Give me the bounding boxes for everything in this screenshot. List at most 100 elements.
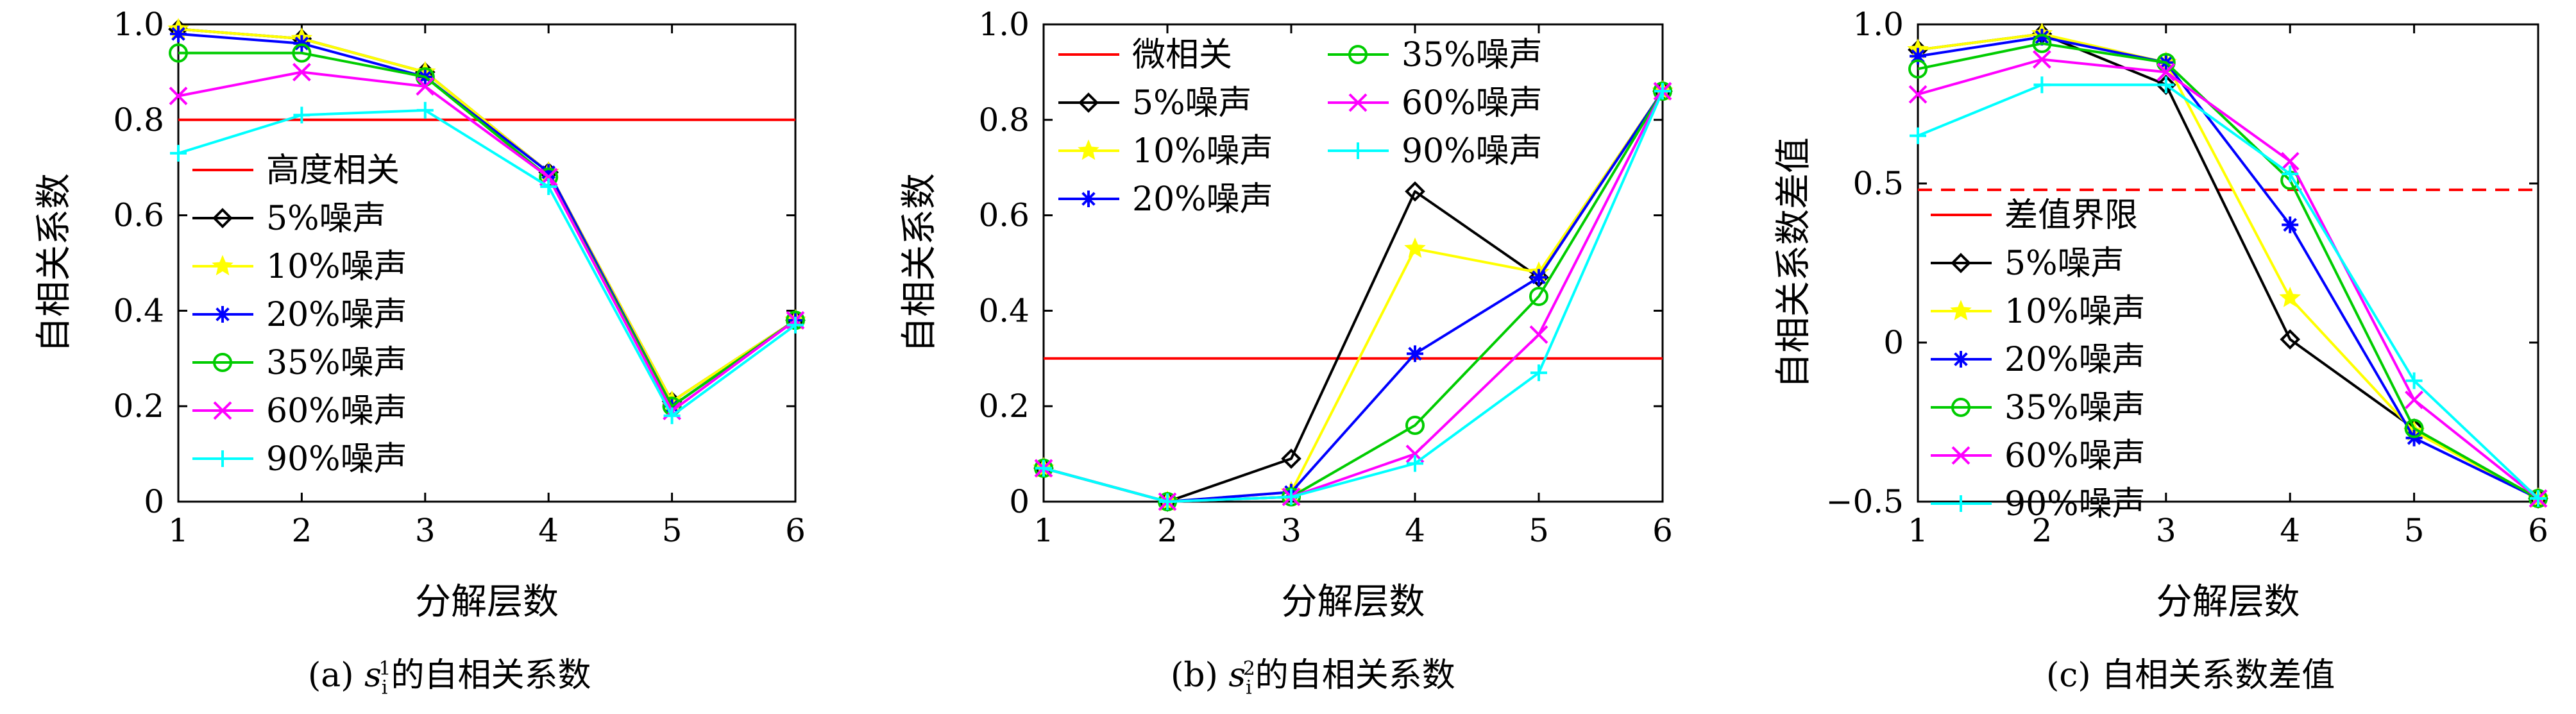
data-point bbox=[1530, 364, 1547, 382]
legend-label: 10%噪声 bbox=[1132, 132, 1273, 171]
x-tick-label: 3 bbox=[1281, 512, 1301, 549]
x-axis-label: 分解层数 bbox=[2157, 581, 2300, 623]
x-tick-label: 4 bbox=[2280, 512, 2300, 549]
legend-marker bbox=[1950, 300, 1972, 321]
legend-label: 90%噪声 bbox=[266, 440, 407, 479]
data-point bbox=[2282, 216, 2299, 234]
legend-label: 5%噪声 bbox=[1132, 84, 1252, 123]
caption-a: (a) si1的自相关系数 bbox=[308, 648, 591, 699]
caption-sub: i bbox=[1246, 676, 1252, 699]
data-point bbox=[1407, 345, 1423, 362]
data-point bbox=[1035, 459, 1052, 477]
series-line bbox=[1043, 90, 1664, 503]
caption-sup: 2 bbox=[1242, 657, 1255, 680]
y-tick-label: 0.4 bbox=[113, 292, 164, 329]
legend-marker bbox=[1080, 191, 1097, 207]
series-plus bbox=[1035, 83, 1671, 510]
data-point bbox=[1910, 127, 1926, 144]
y-tick-label: 1.0 bbox=[113, 6, 164, 43]
y-tick-label: 0 bbox=[144, 483, 164, 520]
y-tick-label: 0.2 bbox=[978, 387, 1030, 425]
data-point bbox=[416, 101, 434, 119]
legend-label: 90%噪声 bbox=[2004, 485, 2146, 523]
legend-entry: 20%噪声 bbox=[192, 296, 407, 334]
y-tick-label: 1.0 bbox=[1852, 6, 1904, 43]
y-tick-label: 0.4 bbox=[978, 292, 1030, 329]
data-point bbox=[2405, 372, 2423, 389]
legend-marker bbox=[1953, 351, 1969, 368]
data-point bbox=[2033, 28, 2051, 46]
x-tick-label: 2 bbox=[2031, 512, 2052, 549]
data-point bbox=[292, 62, 311, 81]
legend: 差值界限 5%噪声 10%噪声 20%噪声 35%噪声 60%噪声 90%噪声 bbox=[1931, 196, 2146, 523]
y-tick-label: 0.6 bbox=[978, 197, 1030, 234]
legend-label: 差值界限 bbox=[2004, 196, 2138, 235]
x-tick-label: 2 bbox=[1157, 512, 1178, 549]
legend-marker bbox=[1953, 495, 1969, 512]
legend-entry: 10%噪声 bbox=[192, 248, 407, 286]
plot-area bbox=[1917, 23, 2539, 503]
x-tick-label: 2 bbox=[291, 512, 312, 549]
x-tick-label: 5 bbox=[1529, 512, 1549, 549]
legend: 高度相关 5%噪声 10%噪声 20%噪声 35%噪声 60%噪声 90%噪声 bbox=[192, 151, 407, 479]
legend-label: 60%噪声 bbox=[2004, 437, 2146, 475]
data-point bbox=[1405, 415, 1425, 435]
legend-label: 35%噪声 bbox=[2004, 389, 2146, 427]
data-point bbox=[1908, 59, 1928, 79]
legend-marker bbox=[1951, 446, 1970, 465]
legend-marker bbox=[1951, 398, 1970, 417]
data-point bbox=[1529, 287, 1548, 307]
series-line bbox=[1917, 32, 2539, 500]
legend-label: 20%噪声 bbox=[2004, 341, 2146, 379]
x-tick-label: 4 bbox=[538, 512, 559, 549]
y-tick-label: 0.2 bbox=[113, 387, 164, 425]
data-point bbox=[1159, 493, 1176, 510]
legend-label: 35%噪声 bbox=[1402, 36, 1543, 74]
legend-marker bbox=[1348, 93, 1368, 112]
data-point bbox=[2279, 287, 2301, 307]
data-point bbox=[663, 407, 681, 425]
subplot-b: 1 2 3 4 5 6 0 0.2 0.4 0.6 0.8 1.0 分解层数 自相关系数 微相关 5%噪声 10… bbox=[899, 6, 1674, 623]
series-plus bbox=[1910, 76, 2546, 507]
data-point bbox=[1910, 47, 1926, 65]
legend-entry: 5%噪声 bbox=[192, 200, 386, 238]
data-point bbox=[2032, 50, 2051, 69]
y-axis-label: 自相关系数 bbox=[899, 173, 940, 353]
data-point bbox=[2280, 151, 2300, 171]
legend-label: 60%噪声 bbox=[266, 392, 407, 430]
data-point bbox=[2157, 62, 2176, 81]
x-tick-label: 4 bbox=[1405, 512, 1425, 549]
data-point bbox=[2530, 490, 2546, 507]
x-tick-label: 3 bbox=[2156, 512, 2176, 549]
data-point bbox=[1405, 181, 1425, 202]
series-line bbox=[1917, 58, 2539, 500]
data-point bbox=[540, 178, 557, 195]
y-axis-label: 自相关系数差值 bbox=[1773, 137, 1815, 389]
x-axis-label: 分解层数 bbox=[415, 581, 559, 623]
legend-marker bbox=[212, 208, 233, 228]
series-line bbox=[1917, 42, 2539, 500]
series-line bbox=[1917, 83, 2539, 500]
legend-label: 高度相关 bbox=[266, 151, 400, 190]
data-point bbox=[2033, 76, 2051, 94]
x-tick-label: 3 bbox=[415, 512, 436, 549]
y-tick-label: 0.8 bbox=[113, 101, 164, 139]
data-point bbox=[1281, 448, 1301, 469]
series-circle bbox=[169, 43, 805, 416]
x-tick-label: 6 bbox=[2528, 512, 2548, 549]
data-point bbox=[2157, 76, 2174, 94]
legend-marker bbox=[213, 353, 232, 372]
legend-entry: 5%噪声 bbox=[1931, 244, 2124, 283]
series-line bbox=[178, 28, 797, 403]
caption-label: (a) bbox=[308, 656, 354, 695]
series-line bbox=[178, 51, 797, 408]
plot-area bbox=[177, 23, 797, 503]
legend-marker bbox=[214, 450, 231, 467]
legend-label: 10%噪声 bbox=[2004, 293, 2146, 331]
legend-entry: 35%噪声 bbox=[1931, 389, 2146, 427]
data-point bbox=[170, 144, 187, 162]
legend-entry: 35%噪声 bbox=[1328, 36, 1543, 74]
x-tick-label: 1 bbox=[1908, 512, 1928, 549]
legend-entry: 高度相关 bbox=[192, 151, 400, 190]
